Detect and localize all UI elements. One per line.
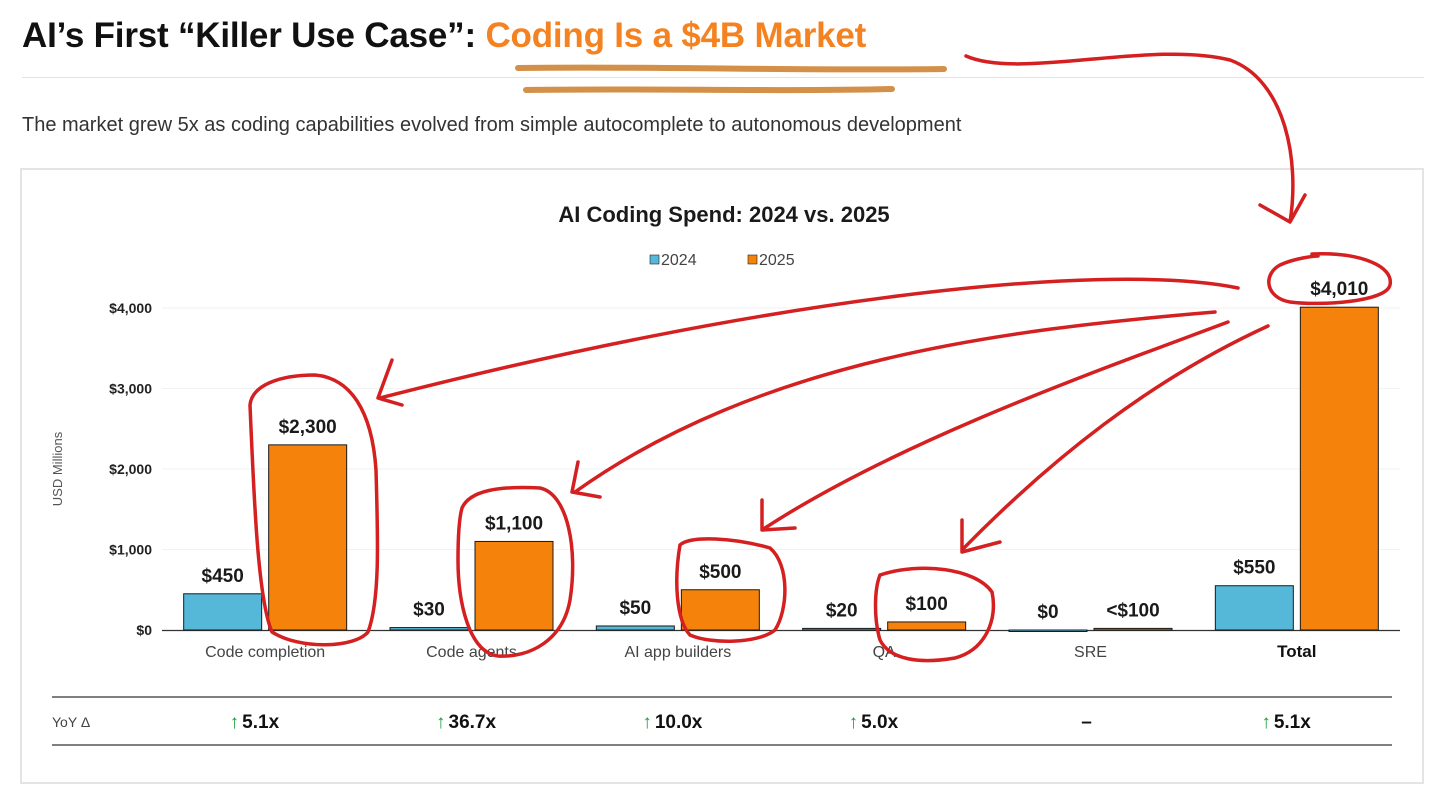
yoy-value: 5.1x bbox=[1274, 712, 1311, 733]
legend-swatch-2024 bbox=[649, 254, 660, 265]
data-label-2025-5: $4,010 bbox=[1310, 279, 1368, 300]
headline: AI’s First “Killer Use Case”: Coding Is … bbox=[22, 16, 866, 56]
bar-2025-5 bbox=[1299, 306, 1379, 631]
y-tick-label: $2,000 bbox=[109, 461, 152, 477]
bar-2024-5 bbox=[1214, 585, 1294, 631]
bar-2025-2 bbox=[680, 589, 760, 631]
data-label-2025-2: $500 bbox=[699, 562, 741, 583]
header-divider bbox=[22, 77, 1424, 78]
x-tick-label: Code completion bbox=[205, 644, 325, 661]
x-tick-label: Total bbox=[1277, 642, 1316, 661]
yoy-value: 10.0x bbox=[655, 712, 703, 733]
data-label-2025-0: $2,300 bbox=[279, 417, 337, 438]
bar-2024-4 bbox=[1008, 629, 1088, 632]
chart-panel: AI Coding Spend: 2024 vs. 2025 2024 2025 $0… bbox=[20, 168, 1424, 784]
y-tick-label: $4,000 bbox=[109, 300, 152, 316]
up-arrow-icon: ↑ bbox=[642, 712, 652, 733]
legend-label-2024: 2024 bbox=[661, 252, 697, 269]
headline-accent: Coding Is a $4B Market bbox=[485, 16, 867, 55]
x-tick-label: Code agents bbox=[426, 644, 517, 661]
data-label-2024-3: $20 bbox=[826, 600, 858, 621]
x-tick-label: AI app builders bbox=[624, 644, 731, 661]
bar-2025-3 bbox=[887, 621, 967, 631]
underline-scribble bbox=[515, 64, 947, 94]
bar-2025-1 bbox=[474, 540, 554, 631]
chart-title: AI Coding Spend: 2024 vs. 2025 bbox=[558, 202, 889, 227]
x-tick-label: SRE bbox=[1074, 644, 1107, 661]
data-label-2025-3: $100 bbox=[906, 594, 948, 615]
y-tick-label: $1,000 bbox=[109, 542, 152, 558]
data-label-2024-0: $450 bbox=[202, 566, 244, 587]
yoy-row-label: YoY Δ bbox=[52, 714, 90, 730]
bar-2025-0 bbox=[268, 444, 348, 631]
bar-2024-0 bbox=[183, 593, 263, 631]
x-tick-label: QA bbox=[873, 644, 896, 661]
headline-prefix: AI’s First “Killer Use Case”: bbox=[22, 16, 486, 55]
legend-label-2025: 2025 bbox=[759, 252, 795, 269]
y-axis-label: USD Millions bbox=[50, 431, 65, 506]
bar-2024-2 bbox=[595, 625, 675, 631]
up-arrow-icon: ↑ bbox=[436, 712, 446, 733]
up-arrow-icon: ↑ bbox=[849, 712, 859, 733]
bar-2024-1 bbox=[389, 627, 469, 631]
data-label-2024-2: $50 bbox=[619, 598, 651, 619]
bar-2025-4 bbox=[1093, 627, 1173, 631]
subtitle: The market grew 5x as coding capabilitie… bbox=[22, 114, 962, 136]
yoy-value: 5.1x bbox=[242, 712, 279, 733]
data-label-2025-4: <$100 bbox=[1106, 600, 1159, 621]
y-tick-label: $0 bbox=[136, 622, 152, 638]
data-label-2024-1: $30 bbox=[413, 600, 445, 621]
bar-2024-3 bbox=[802, 627, 882, 631]
up-arrow-icon: ↑ bbox=[1261, 712, 1271, 733]
yoy-value: 36.7x bbox=[449, 712, 497, 733]
data-label-2025-1: $1,100 bbox=[485, 513, 543, 534]
yoy-value: 5.0x bbox=[861, 712, 898, 733]
legend-swatch-2025 bbox=[747, 254, 758, 265]
up-arrow-icon: ↑ bbox=[230, 712, 240, 733]
y-tick-label: $3,000 bbox=[109, 381, 152, 397]
bar-chart: AI Coding Spend: 2024 vs. 2025 2024 2025 $0… bbox=[50, 202, 1400, 746]
data-label-2024-4: $0 bbox=[1037, 602, 1058, 623]
data-label-2024-5: $550 bbox=[1233, 558, 1275, 579]
yoy-value: – bbox=[1081, 712, 1092, 733]
